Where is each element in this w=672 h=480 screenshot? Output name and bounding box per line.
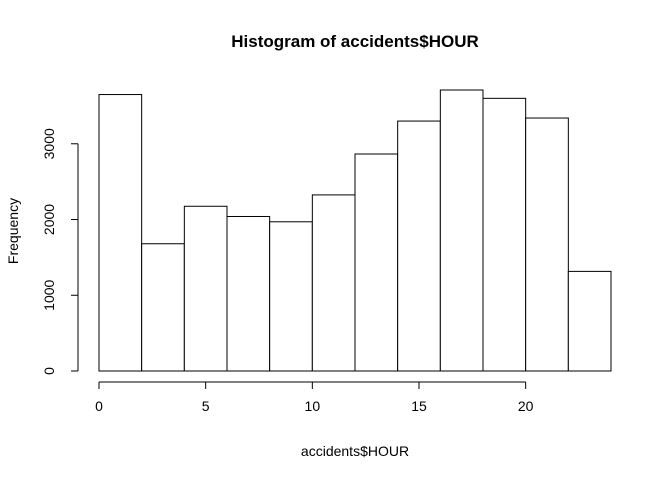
- y-tick-label: 0: [41, 367, 57, 375]
- bar-20-22: [525, 117, 569, 372]
- x-tick-label: 5: [202, 398, 210, 414]
- bar-4-6: [183, 205, 228, 372]
- bar-22-24: [567, 270, 612, 372]
- bar-2-4: [141, 243, 185, 372]
- x-axis: 0 5 10 15 20: [95, 381, 534, 414]
- y-axis: 0 1000 2000 3000: [41, 128, 79, 375]
- x-axis-label: accidents$HOUR: [301, 443, 409, 459]
- bar-6-8: [226, 215, 271, 372]
- bar-0-2: [98, 94, 143, 372]
- x-tick-label: 0: [95, 398, 103, 414]
- bar-16-18: [439, 89, 484, 372]
- y-tick-label: 3000: [41, 128, 57, 159]
- bar-12-14: [354, 153, 399, 372]
- bar-10-12: [311, 194, 356, 372]
- chart-title: Histogram of accidents$HOUR: [231, 32, 479, 51]
- bars-group: [98, 89, 612, 372]
- bar-18-20: [482, 97, 527, 372]
- y-tick-label: 1000: [41, 279, 57, 310]
- bar-14-16: [397, 120, 441, 372]
- y-tick-label: 2000: [41, 204, 57, 235]
- bar-8-10: [269, 221, 313, 372]
- y-axis-label: Frequency: [5, 198, 21, 264]
- x-tick-label: 15: [411, 398, 427, 414]
- x-tick-label: 10: [305, 398, 321, 414]
- x-tick-label: 20: [518, 398, 534, 414]
